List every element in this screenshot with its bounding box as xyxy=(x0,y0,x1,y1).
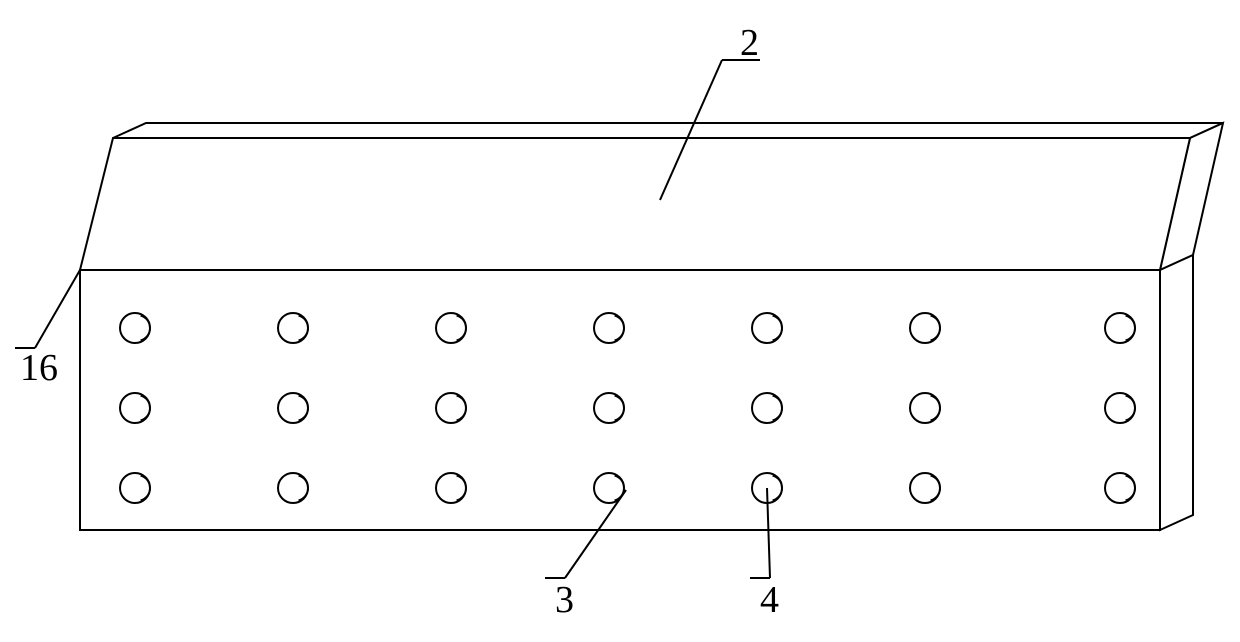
hole xyxy=(1105,393,1135,423)
hole xyxy=(910,313,940,343)
hole xyxy=(910,473,940,503)
callout-label: 16 xyxy=(20,347,58,389)
callout-label: 4 xyxy=(760,579,779,621)
hole xyxy=(278,393,308,423)
bracket-body xyxy=(80,123,1223,530)
hole xyxy=(120,473,150,503)
callout-label: 3 xyxy=(555,579,574,621)
technical-drawing: 2 16 3 4 xyxy=(0,0,1240,642)
lower-right-face xyxy=(1160,255,1193,530)
leader-line xyxy=(35,270,80,348)
hole xyxy=(120,313,150,343)
hole xyxy=(752,393,782,423)
hole xyxy=(910,393,940,423)
hole xyxy=(1105,473,1135,503)
hole xyxy=(278,473,308,503)
hole xyxy=(278,313,308,343)
hole xyxy=(752,313,782,343)
hole xyxy=(594,313,624,343)
hole xyxy=(436,473,466,503)
hole xyxy=(436,313,466,343)
top-face xyxy=(113,123,1223,138)
callout-16: 16 xyxy=(15,270,80,389)
hole xyxy=(436,393,466,423)
upper-flange-front xyxy=(80,138,1190,270)
callout-label: 2 xyxy=(740,22,759,64)
hole xyxy=(594,393,624,423)
hole xyxy=(1105,313,1135,343)
hole xyxy=(120,393,150,423)
